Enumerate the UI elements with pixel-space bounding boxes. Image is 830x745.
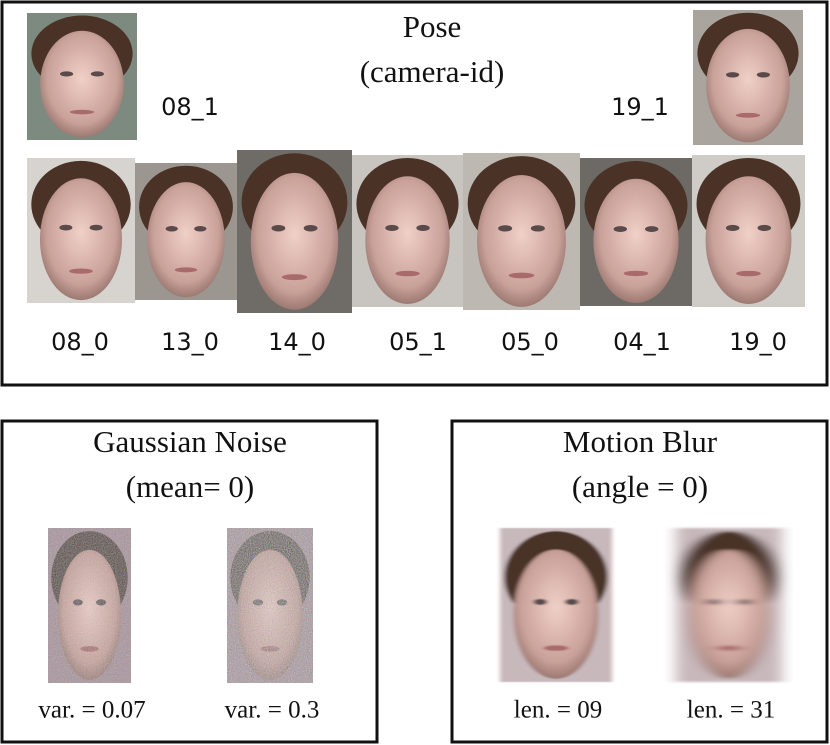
mouth (736, 270, 761, 277)
face (250, 172, 339, 310)
noise-subtitle: (mean= 0) (126, 469, 255, 504)
face (57, 549, 122, 680)
mouth (508, 272, 535, 279)
mouth (260, 646, 280, 652)
face (147, 182, 225, 298)
eye (96, 599, 107, 606)
eye (644, 226, 659, 232)
face-photo (227, 528, 313, 683)
eye (385, 224, 399, 232)
noise-label: var. = 0.07 (38, 697, 145, 724)
face-photo (135, 163, 237, 300)
eye (271, 224, 286, 232)
pose-panel (0, 0, 829, 387)
camera-label: 19_0 (729, 328, 787, 356)
mouth (717, 645, 741, 651)
camera-label: 19_1 (611, 93, 669, 121)
face (477, 174, 566, 307)
face (365, 176, 450, 304)
blur-label: len. = 09 (514, 697, 602, 724)
mouth (623, 270, 649, 277)
face-photo (692, 155, 805, 307)
pose-subtitle: (camera-id) (360, 54, 505, 89)
eye (165, 226, 178, 232)
eye (194, 226, 207, 232)
mouth (69, 109, 95, 115)
camera-label: 08_0 (51, 328, 109, 356)
face (237, 549, 303, 680)
eye (72, 599, 83, 606)
eye (756, 72, 771, 78)
camera-label: 05_1 (389, 328, 447, 356)
eye (276, 599, 288, 606)
eye (757, 224, 772, 232)
mouth (69, 268, 93, 274)
blur-label: len. = 31 (687, 697, 775, 724)
pose-title: Pose (403, 9, 462, 44)
mouth (543, 645, 569, 651)
face-images (27, 10, 805, 683)
eye (707, 598, 721, 605)
eye (737, 598, 751, 605)
eye (533, 598, 548, 605)
face-photo (693, 10, 803, 145)
eye (89, 224, 103, 231)
eye (60, 71, 74, 77)
eye (416, 224, 430, 232)
face-photo (27, 158, 135, 303)
camera-label: 05_0 (501, 328, 559, 356)
face-photo (463, 153, 580, 310)
noise-panel (0, 419, 379, 744)
face (39, 178, 123, 301)
face-photo (237, 150, 352, 313)
blur-title: Motion Blur (563, 424, 718, 459)
eye (726, 72, 740, 78)
mouth (395, 270, 420, 277)
face-photo (500, 528, 612, 682)
eye (59, 224, 73, 231)
eye (498, 225, 513, 232)
face (593, 178, 679, 304)
noise-title: Gaussian Noise (93, 424, 287, 459)
face (40, 30, 124, 138)
face-photo (580, 158, 692, 306)
blur-subtitle: (angle = 0) (572, 469, 708, 504)
eye (613, 226, 628, 232)
mouth (281, 274, 308, 281)
camera-label: 04_1 (613, 328, 671, 356)
mouth (80, 646, 99, 652)
face (688, 549, 770, 679)
face-photo (352, 155, 463, 307)
noise-label: var. = 0.3 (225, 697, 320, 724)
mouth (735, 112, 761, 118)
eye (725, 224, 740, 232)
face (706, 28, 790, 143)
eye (530, 225, 545, 232)
face-photo (676, 528, 782, 682)
face (513, 549, 599, 679)
camera-label: 08_1 (161, 93, 219, 121)
face-photo (27, 13, 137, 140)
eye (564, 598, 579, 605)
mouth (174, 267, 198, 273)
camera-label: 14_0 (268, 328, 326, 356)
face-photo (48, 528, 131, 683)
blur-panel (450, 419, 829, 744)
camera-label: 13_0 (161, 328, 219, 356)
eye (252, 599, 264, 606)
eye (303, 224, 318, 232)
eye (90, 71, 104, 77)
face (705, 176, 792, 304)
